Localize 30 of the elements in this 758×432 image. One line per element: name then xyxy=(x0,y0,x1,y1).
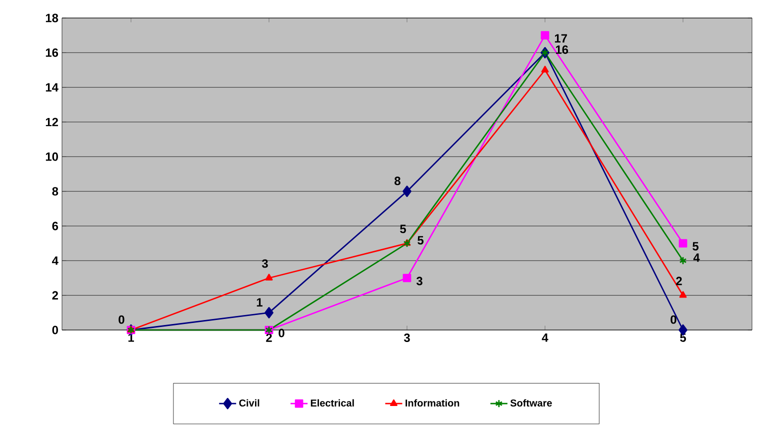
data-label: 3 xyxy=(416,276,422,286)
y-tick-label: 18 xyxy=(46,14,58,22)
y-tick-label: 14 xyxy=(46,83,58,92)
data-label: 5 xyxy=(400,224,406,234)
y-tick-label: 4 xyxy=(52,256,58,265)
x-tick-label: 4 xyxy=(542,334,548,342)
y-tick-label: 2 xyxy=(52,291,58,300)
y-tick-label: 10 xyxy=(46,152,58,161)
legend-label: Civil xyxy=(239,399,260,407)
data-label: 8 xyxy=(394,176,400,186)
y-tick-label: 8 xyxy=(52,187,58,196)
legend-label: Information xyxy=(406,399,460,407)
data-label: 5 xyxy=(692,242,699,250)
data-label: 0 xyxy=(118,315,124,324)
y-tick-label: 12 xyxy=(46,118,58,126)
y-tick-label: 6 xyxy=(52,222,58,230)
data-label: 1 xyxy=(256,298,262,306)
data-label: 17 xyxy=(554,34,567,42)
legend-label: Electrical xyxy=(310,399,354,407)
data-label: 4 xyxy=(693,254,700,262)
data-label: 0 xyxy=(278,328,284,338)
data-label: 3 xyxy=(262,259,268,268)
x-tick-label: 3 xyxy=(404,334,410,342)
data-label: 2 xyxy=(676,276,682,286)
y-tick-label: 0 xyxy=(52,326,58,334)
data-label: 0 xyxy=(670,315,676,324)
data-label: 16 xyxy=(556,45,568,54)
y-tick-label: 16 xyxy=(46,48,58,57)
legend-label: Software xyxy=(510,399,552,407)
data-label: 5 xyxy=(418,236,424,244)
